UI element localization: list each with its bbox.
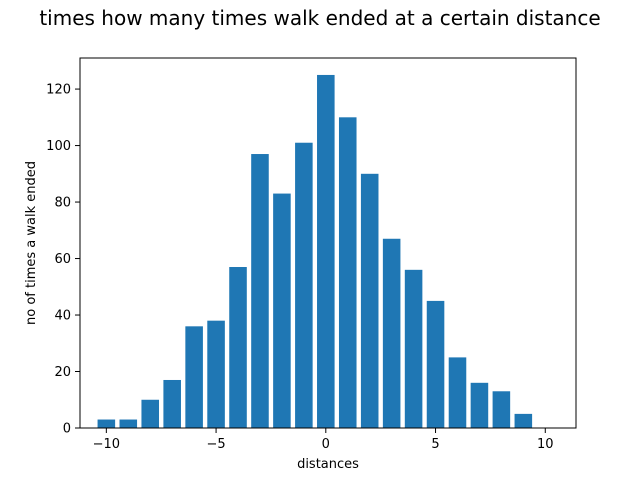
bar-3 — [382, 238, 401, 428]
bar--1 — [295, 142, 313, 429]
x-tick-label: 10 — [537, 437, 554, 452]
y-tick-label: 20 — [54, 365, 71, 380]
x-axis-label: distances — [297, 457, 359, 472]
x-tick-label: −5 — [206, 437, 225, 452]
bars-group — [97, 74, 533, 429]
bar-1 — [338, 117, 357, 428]
y-axis-ticks: 0 20 40 60 80 100 120 — [46, 83, 80, 437]
bar-8 — [492, 391, 511, 428]
bar--10 — [97, 419, 116, 428]
x-tick-label: −10 — [93, 437, 120, 452]
bar--6 — [185, 326, 203, 428]
bar-6 — [448, 357, 467, 428]
x-tick-label: 0 — [322, 437, 330, 452]
x-axis-ticks: −10 −5 0 5 10 — [93, 428, 554, 452]
plot-frame — [79, 57, 577, 429]
chart-title: times how many times walk ended at a cer… — [39, 6, 601, 30]
bar--7 — [163, 379, 181, 428]
y-tick-label: 60 — [54, 252, 71, 267]
bar-2 — [360, 173, 379, 428]
y-tick-label: 80 — [54, 196, 71, 211]
bar--5 — [207, 320, 225, 428]
bar--8 — [141, 399, 160, 428]
bar--4 — [229, 267, 247, 428]
bar-4 — [404, 269, 423, 428]
y-tick-label: 0 — [63, 422, 71, 437]
bar--3 — [251, 154, 269, 428]
bar-0 — [317, 74, 335, 428]
bar--2 — [273, 193, 291, 428]
y-tick-label: 100 — [46, 139, 71, 154]
bar-5 — [426, 300, 445, 428]
y-tick-label: 40 — [54, 309, 71, 324]
y-tick-label: 120 — [46, 83, 71, 98]
bar-9 — [514, 413, 533, 428]
x-tick-label: 5 — [431, 437, 439, 452]
bar--9 — [119, 419, 138, 428]
y-axis-label: no of times a walk ended — [24, 161, 39, 325]
bar-7 — [470, 382, 489, 428]
